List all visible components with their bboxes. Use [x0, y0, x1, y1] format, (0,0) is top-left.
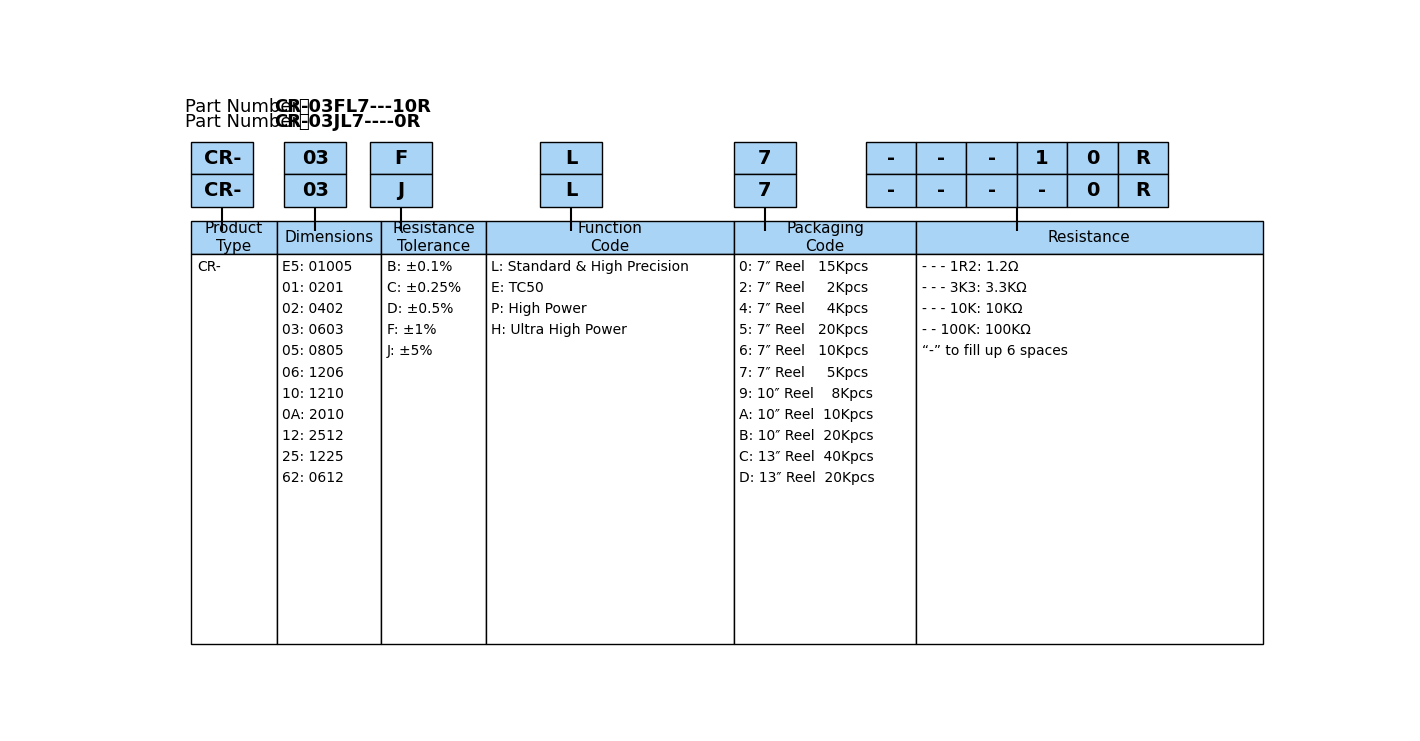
Text: Product
Type: Product Type — [204, 222, 263, 253]
Text: Function
Code: Function Code — [578, 222, 642, 253]
Text: -: - — [988, 181, 995, 200]
FancyBboxPatch shape — [369, 142, 432, 174]
Text: -: - — [888, 149, 895, 167]
FancyBboxPatch shape — [540, 174, 602, 207]
FancyBboxPatch shape — [284, 142, 346, 174]
Text: E5: 01005
01: 0201
02: 0402
03: 0603
05: 0805
06: 1206
10: 1210
0A: 2010
12: 251: E5: 01005 01: 0201 02: 0402 03: 0603 05:… — [283, 260, 352, 485]
FancyBboxPatch shape — [540, 142, 602, 174]
FancyBboxPatch shape — [734, 254, 916, 644]
FancyBboxPatch shape — [277, 221, 382, 254]
FancyBboxPatch shape — [1118, 142, 1169, 174]
Text: -: - — [937, 181, 946, 200]
FancyBboxPatch shape — [277, 254, 382, 644]
Text: -: - — [888, 181, 895, 200]
Text: CR-03FL7---10R: CR-03FL7---10R — [274, 98, 432, 116]
Text: 03: 03 — [302, 149, 329, 167]
Text: Resistance: Resistance — [1048, 230, 1130, 245]
Text: 1: 1 — [1035, 149, 1049, 167]
FancyBboxPatch shape — [192, 221, 277, 254]
Text: 0: 0 — [1086, 149, 1099, 167]
Text: F: F — [395, 149, 408, 167]
Text: J: J — [398, 181, 405, 200]
FancyBboxPatch shape — [1068, 142, 1118, 174]
Text: Dimensions: Dimensions — [284, 230, 373, 245]
Text: L: L — [565, 149, 578, 167]
FancyBboxPatch shape — [866, 174, 916, 207]
Text: -: - — [937, 149, 946, 167]
FancyBboxPatch shape — [382, 221, 486, 254]
FancyBboxPatch shape — [734, 174, 797, 207]
FancyBboxPatch shape — [916, 254, 1262, 644]
Text: 7: 7 — [758, 181, 771, 200]
FancyBboxPatch shape — [967, 142, 1017, 174]
FancyBboxPatch shape — [1017, 142, 1068, 174]
FancyBboxPatch shape — [916, 174, 967, 207]
Text: 0: 0 — [1086, 181, 1099, 200]
FancyBboxPatch shape — [486, 254, 734, 644]
Text: L: Standard & High Precision
E: TC50
P: High Power
H: Ultra High Power: L: Standard & High Precision E: TC50 P: … — [491, 260, 689, 337]
Text: Packaging
Code: Packaging Code — [787, 222, 863, 253]
Text: B: ±0.1%
C: ±0.25%
D: ±0.5%
F: ±1%
J: ±5%: B: ±0.1% C: ±0.25% D: ±0.5% F: ±1% J: ±5… — [386, 260, 462, 359]
Text: Part Number：: Part Number： — [185, 98, 310, 116]
FancyBboxPatch shape — [192, 174, 253, 207]
Text: R: R — [1135, 181, 1150, 200]
Text: Resistance
Tolerance: Resistance Tolerance — [392, 222, 476, 253]
Text: -: - — [1038, 181, 1047, 200]
FancyBboxPatch shape — [734, 142, 797, 174]
Text: CR-: CR- — [197, 260, 220, 274]
FancyBboxPatch shape — [1068, 174, 1118, 207]
FancyBboxPatch shape — [486, 221, 734, 254]
Text: L: L — [565, 181, 578, 200]
Text: CR-: CR- — [203, 149, 241, 167]
FancyBboxPatch shape — [734, 221, 916, 254]
FancyBboxPatch shape — [916, 142, 967, 174]
Text: R: R — [1135, 149, 1150, 167]
Text: - - - 1R2: 1.2Ω
- - - 3K3: 3.3KΩ
- - - 10K: 10KΩ
- - 100K: 100KΩ
“-” to fill up : - - - 1R2: 1.2Ω - - - 3K3: 3.3KΩ - - - 1… — [922, 260, 1068, 359]
FancyBboxPatch shape — [1017, 174, 1068, 207]
Text: CR-: CR- — [203, 181, 241, 200]
FancyBboxPatch shape — [369, 174, 432, 207]
FancyBboxPatch shape — [192, 254, 277, 644]
FancyBboxPatch shape — [866, 142, 916, 174]
Text: 03: 03 — [302, 181, 329, 200]
Text: CR-03JL7----0R: CR-03JL7----0R — [274, 113, 420, 131]
Text: 7: 7 — [758, 149, 771, 167]
Text: Part Number：: Part Number： — [185, 113, 310, 131]
FancyBboxPatch shape — [1118, 174, 1169, 207]
FancyBboxPatch shape — [284, 174, 346, 207]
FancyBboxPatch shape — [192, 142, 253, 174]
FancyBboxPatch shape — [382, 254, 486, 644]
Text: -: - — [988, 149, 995, 167]
FancyBboxPatch shape — [916, 221, 1262, 254]
FancyBboxPatch shape — [967, 174, 1017, 207]
Text: 0: 7″ Reel   15Kpcs
2: 7″ Reel     2Kpcs
4: 7″ Reel     4Kpcs
5: 7″ Reel   20Kpc: 0: 7″ Reel 15Kpcs 2: 7″ Reel 2Kpcs 4: 7″… — [740, 260, 875, 485]
